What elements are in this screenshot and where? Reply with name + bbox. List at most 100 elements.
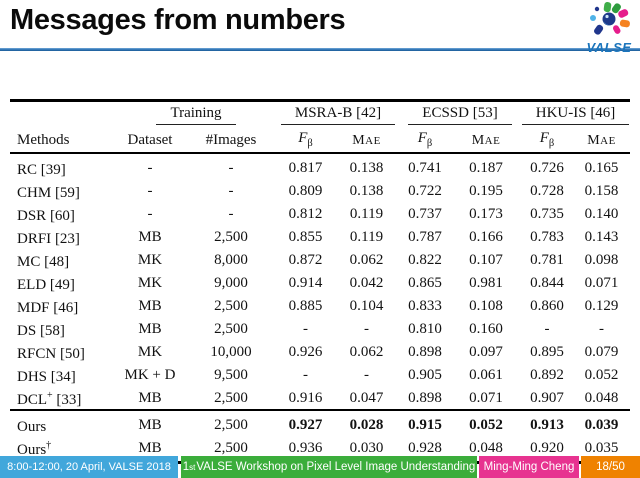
value-cell: 9,500 [214, 366, 248, 383]
col-group-msra-b: MSRA-B [42] [277, 101, 399, 128]
value-cell: MK [137, 251, 163, 268]
footer-author: Ming-Ming Cheng [479, 456, 579, 478]
title-underline-rule [0, 48, 640, 51]
value-cell: 0.062 [349, 251, 384, 268]
value-cell: 0.812 [288, 205, 323, 222]
value-cell: 0.052 [469, 417, 503, 433]
value-cell: 0.892 [530, 366, 564, 383]
value-cell: 0.028 [349, 417, 384, 433]
col-header-fbeta-hku: Fβ [521, 128, 573, 153]
table-row: CHM [59] - - 0.809 0.138 0.722 0.195 0.728 0.15… [10, 179, 630, 202]
value-cell: 0.098 [584, 251, 619, 268]
col-header-fbeta-ecssd: Fβ [399, 128, 451, 153]
method-cell: DRFI [23] [17, 230, 80, 247]
method-cell: ELD [49] [17, 276, 75, 293]
value-cell: 0.097 [469, 343, 503, 360]
value-cell: 0.104 [349, 297, 384, 314]
method-cell: DSR [60] [17, 207, 75, 224]
fbeta-symbol: F [417, 129, 427, 146]
table-row: DCL+ [33] MB 2,500 0.916 0.047 0.898 0.071 0.9… [10, 386, 630, 410]
value-cell: - [228, 205, 234, 222]
method-cell: RFCN [50] [17, 345, 85, 362]
fbeta-subscript: β [548, 137, 555, 149]
value-cell: 0.030 [349, 440, 384, 456]
value-cell: - [147, 182, 153, 199]
value-cell: 0.166 [469, 228, 503, 245]
value-cell: - [364, 366, 369, 383]
table-row-ours-dagger: Ours† MB 2,500 0.936 0.030 0.928 0.048 0.920 0.… [10, 437, 630, 463]
value-cell: MB [138, 440, 162, 456]
fbeta-symbol: F [539, 129, 549, 146]
value-cell: 0.872 [288, 251, 323, 268]
value-cell: - [599, 320, 605, 337]
value-cell: - [544, 320, 550, 337]
table-row: DRFI [23] MB 2,500 0.855 0.119 0.787 0.166 0.7… [10, 225, 630, 248]
value-cell: 0.726 [530, 159, 564, 176]
value-cell: 0.905 [408, 366, 442, 383]
value-cell: 9,000 [214, 274, 248, 291]
value-cell: 0.048 [469, 440, 503, 456]
footer-page-number: 18/50 [581, 456, 640, 478]
value-cell: 0.898 [408, 343, 442, 360]
col-header-mae-ecssd: MAE [471, 132, 501, 148]
method-cell: CHM [59] [17, 184, 80, 201]
value-cell: 0.844 [530, 274, 564, 291]
value-cell: MB [138, 320, 162, 337]
value-cell: 0.062 [349, 343, 384, 360]
value-cell: 0.187 [469, 159, 503, 176]
value-cell: MB [138, 389, 162, 406]
value-cell: 8,000 [214, 251, 248, 268]
value-cell: 0.138 [349, 182, 384, 199]
value-cell: 2,500 [214, 440, 248, 456]
value-cell: 0.920 [530, 440, 564, 456]
value-cell: - [228, 182, 234, 199]
value-cell: 2,500 [214, 320, 248, 337]
value-cell: 0.107 [469, 251, 503, 268]
value-cell: 0.855 [288, 228, 323, 245]
value-cell: MB [138, 417, 162, 433]
col-header-images: #Images [205, 131, 257, 148]
value-cell: 0.783 [530, 228, 564, 245]
value-cell: 0.833 [408, 297, 442, 314]
value-cell: 0.787 [408, 228, 442, 245]
value-cell: - [303, 320, 308, 337]
col-header-mae-hku: MAE [587, 132, 616, 148]
value-cell: 0.928 [408, 440, 442, 456]
value-cell: 2,500 [214, 389, 248, 406]
value-cell: 0.129 [584, 297, 619, 314]
page-title: Messages from numbers [10, 4, 346, 36]
fbeta-subscript: β [426, 137, 433, 149]
value-cell: 2,500 [214, 297, 248, 314]
value-cell: 0.140 [584, 205, 619, 222]
col-group-training: Training [115, 101, 277, 128]
value-cell: - [364, 320, 369, 337]
value-cell: 0.048 [584, 389, 619, 406]
fbeta-subscript: β [307, 137, 313, 149]
value-cell: 0.119 [349, 228, 384, 245]
value-cell: 0.822 [408, 251, 442, 268]
value-cell: 0.119 [349, 205, 384, 222]
table-row: MC [48] MK 8,000 0.872 0.062 0.822 0.107 0.781… [10, 248, 630, 271]
value-cell: 0.160 [469, 320, 503, 337]
value-cell: 0.781 [530, 251, 564, 268]
method-cell: MDF [46] [17, 299, 79, 316]
col-header-methods: Methods [17, 131, 70, 148]
value-cell: 0.913 [530, 417, 564, 433]
value-cell: 0.914 [288, 274, 323, 291]
col-group-hku-is: HKU-IS [46] [521, 101, 630, 128]
value-cell: 10,000 [210, 343, 252, 360]
value-cell: 0.035 [584, 440, 619, 456]
method-cell: DHS [34] [17, 368, 76, 385]
col-group-msra-b-label: MSRA-B [42] [280, 104, 396, 126]
value-cell: MK [137, 274, 163, 291]
table-row: RC [39] - - 0.817 0.138 0.741 0.187 0.726 0.165 [10, 153, 630, 180]
value-cell: 0.143 [584, 228, 619, 245]
value-cell: 0.907 [530, 389, 564, 406]
table-row: MDF [46] MB 2,500 0.885 0.104 0.833 0.108 0.86… [10, 294, 630, 317]
col-header-mae-msra: MAE [352, 132, 381, 148]
value-cell: 0.916 [288, 389, 323, 406]
value-cell: 0.079 [584, 343, 619, 360]
value-cell: MK + D [124, 366, 176, 383]
col-group-ecssd-label: ECSSD [53] [408, 104, 512, 126]
value-cell: 0.108 [469, 297, 503, 314]
